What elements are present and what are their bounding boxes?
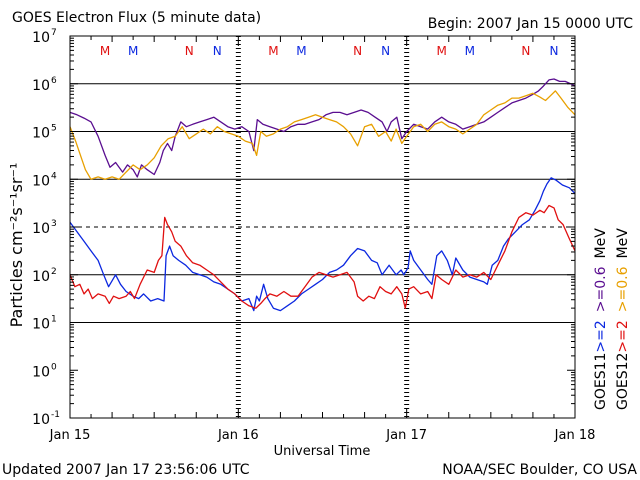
y-tick-exponent: 0: [51, 362, 57, 372]
y-tick-exponent: 5: [51, 124, 57, 134]
marker-m: M: [437, 44, 447, 58]
marker-m: M: [296, 44, 306, 58]
y-tick-exponent: -1: [51, 410, 60, 420]
legend-left-column: GOES11>=2 >=0.6 MeV: [593, 228, 609, 410]
y-tick-label: 10: [32, 221, 50, 237]
legend-entry: >=2: [593, 320, 609, 352]
y-tick-exponent: 2: [51, 267, 57, 277]
y-tick-label: 10: [32, 78, 50, 94]
updated-timestamp: Updated 2007 Jan 17 23:56:06 UTC: [2, 462, 250, 478]
x-tick-label: Jan 18: [554, 428, 596, 443]
legend-entry: >=0.6: [615, 266, 631, 312]
y-tick-exponent: 7: [51, 28, 57, 38]
y-axis-title: Particles cm⁻²s⁻¹sr⁻¹: [7, 163, 26, 328]
y-tick-label: 10: [32, 173, 50, 189]
marker-n: N: [549, 44, 558, 58]
begin-date: Begin: 2007 Jan 15 0000 UTC: [428, 16, 633, 32]
marker-n: N: [185, 44, 194, 58]
legend-entry: MeV: [615, 228, 631, 259]
grid-layer: [70, 36, 575, 418]
y-tick-label: 10: [32, 364, 50, 380]
marker-n: N: [213, 44, 222, 58]
legend-satellite: GOES11: [593, 353, 609, 410]
y-tick-label: 10: [32, 317, 50, 333]
legend-entry: >=0.6: [593, 266, 609, 312]
x-axis-title: Universal Time: [274, 444, 371, 459]
y-tick-label: 10: [32, 30, 50, 46]
y-tick-label: 10: [32, 126, 50, 142]
series-goes11-0-6-mev: [69, 78, 576, 178]
y-tick-exponent: 1: [51, 315, 57, 325]
marker-m: M: [100, 44, 110, 58]
chart-title: GOES Electron Flux (5 minute data): [12, 10, 261, 26]
legend-right-column: GOES12>=2 >=0.6 MeV: [615, 228, 631, 410]
series-goes12-2-mev: [69, 204, 576, 309]
legend-entry: MeV: [593, 228, 609, 259]
series-layer: [69, 78, 576, 312]
legend-satellite: GOES12: [615, 353, 631, 410]
marker-n: N: [381, 44, 390, 58]
x-tick-label: Jan 15: [49, 428, 91, 443]
source-credit: NOAA/SEC Boulder, CO USA: [442, 462, 637, 478]
marker-m: M: [465, 44, 475, 58]
x-axis-ticks: Jan 15 Jan 16 Jan 17 Jan 18: [49, 36, 596, 443]
marker-n: N: [521, 44, 530, 58]
marker-n: N: [353, 44, 362, 58]
series-goes11-2-mev: [69, 177, 576, 312]
y-tick-exponent: 3: [51, 219, 57, 229]
y-tick-exponent: 4: [51, 171, 57, 181]
y-tick-exponent: 6: [51, 76, 57, 86]
legend-entry: >=2: [615, 320, 631, 352]
x-tick-label: Jan 17: [385, 428, 427, 443]
y-tick-label: 10: [32, 269, 50, 285]
series-goes12-0-6-mev: [69, 90, 576, 180]
x-tick-label: Jan 16: [217, 428, 259, 443]
marker-m: M: [128, 44, 138, 58]
y-tick-label: 10: [32, 412, 50, 428]
marker-m: M: [268, 44, 278, 58]
